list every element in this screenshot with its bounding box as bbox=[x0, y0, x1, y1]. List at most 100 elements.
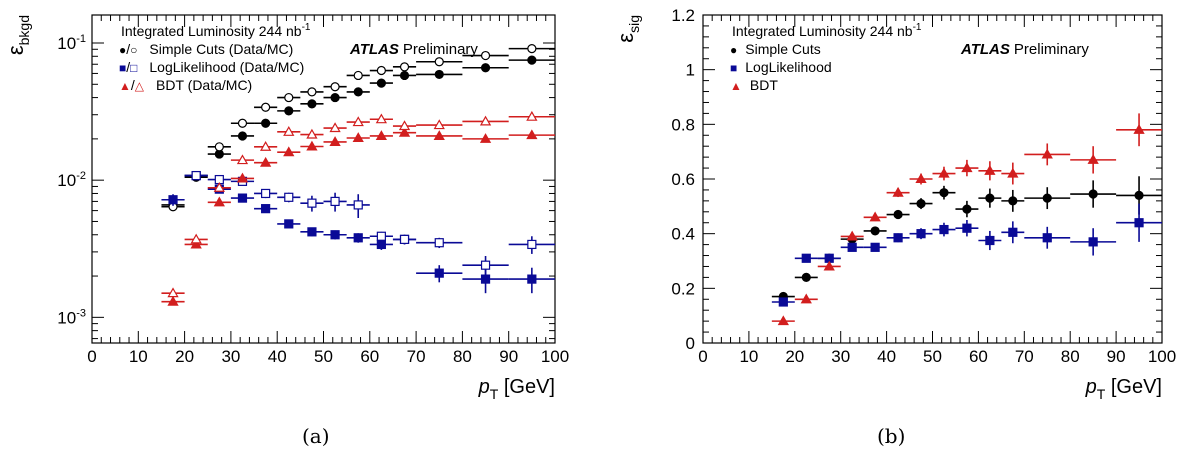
series-simple-cuts-data- bbox=[161, 55, 555, 210]
data-point bbox=[777, 315, 789, 326]
data-point bbox=[846, 230, 858, 241]
data-point bbox=[527, 274, 537, 284]
x-tick-label: 0 bbox=[698, 347, 707, 366]
data-point bbox=[259, 156, 272, 167]
x-tick-label: 0 bbox=[87, 347, 96, 366]
data-point bbox=[479, 115, 492, 126]
data-point bbox=[480, 274, 491, 284]
data-point bbox=[329, 136, 341, 146]
data-point bbox=[800, 293, 812, 304]
legend-label: LogLikelihood (Data/MC) bbox=[149, 59, 304, 75]
data-point bbox=[376, 239, 386, 250]
y-tick-exponent: -2 bbox=[76, 170, 86, 182]
data-point bbox=[433, 130, 445, 141]
x-tick-label: 10 bbox=[129, 347, 148, 366]
data-point bbox=[375, 113, 388, 124]
legend-entry: ●/○ Simple Cuts (Data/MC) bbox=[119, 41, 293, 57]
data-point bbox=[284, 219, 294, 229]
legend-marker: △ bbox=[135, 79, 145, 93]
data-point bbox=[480, 50, 491, 61]
legend-label: BDT (Data/MC) bbox=[156, 77, 252, 93]
series-loglikelihood-mc- bbox=[184, 170, 555, 277]
x-axis-unit: [GeV] bbox=[1105, 376, 1162, 398]
legend-marker: ■ bbox=[730, 61, 737, 75]
data-point bbox=[353, 233, 363, 243]
data-point bbox=[916, 199, 926, 209]
data-point bbox=[526, 110, 538, 121]
data-point bbox=[962, 223, 972, 233]
data-point bbox=[284, 106, 294, 116]
x-tick-label: 100 bbox=[541, 347, 569, 366]
data-point bbox=[527, 55, 537, 65]
y-tick-label: 0.4 bbox=[671, 225, 695, 244]
y-tick-base: 10 bbox=[57, 34, 76, 53]
data-point bbox=[893, 209, 903, 220]
x-tick-label: 60 bbox=[360, 347, 379, 366]
legend-marker: ▲ bbox=[730, 79, 742, 93]
data-point bbox=[213, 181, 225, 192]
data-point bbox=[527, 239, 537, 250]
data-point bbox=[434, 69, 444, 80]
data-point bbox=[399, 62, 410, 72]
x-tick-label: 20 bbox=[785, 347, 804, 366]
y-axis-label: εsig bbox=[613, 15, 642, 43]
data-point bbox=[962, 204, 972, 214]
data-point bbox=[961, 162, 973, 173]
data-point bbox=[434, 238, 444, 248]
x-axis-unit: [GeV] bbox=[498, 376, 555, 398]
data-point bbox=[353, 87, 363, 97]
x-axis-sub: T bbox=[1097, 386, 1106, 402]
data-point bbox=[167, 295, 179, 306]
legend-marker: ■ bbox=[119, 61, 126, 75]
x-axis-var: p bbox=[1085, 376, 1097, 398]
y-tick-base: 10 bbox=[57, 171, 76, 190]
y-tick-label: 10-3 bbox=[57, 307, 86, 327]
legend-label: Simple Cuts bbox=[745, 41, 820, 57]
data-point bbox=[307, 87, 317, 97]
series-loglikelihood bbox=[771, 203, 1162, 307]
data-point bbox=[284, 192, 294, 202]
x-axis-var: p bbox=[478, 376, 490, 398]
data-point bbox=[984, 164, 996, 175]
data-point bbox=[1134, 190, 1144, 200]
data-point bbox=[480, 260, 491, 270]
data-point bbox=[823, 260, 835, 271]
data-point bbox=[778, 297, 788, 307]
x-tick-label: 40 bbox=[877, 347, 896, 366]
y-axis-sub: bkgd bbox=[16, 15, 32, 45]
data-point bbox=[1042, 193, 1052, 203]
data-point bbox=[1008, 227, 1018, 237]
atlas-bold: ATLAS bbox=[960, 41, 1010, 58]
data-point bbox=[1088, 237, 1098, 247]
y-tick-label: 1 bbox=[686, 61, 695, 80]
atlas-label: ATLAS Preliminary bbox=[960, 41, 1089, 58]
data-point bbox=[352, 116, 364, 127]
data-point bbox=[1007, 167, 1019, 178]
data-point bbox=[939, 188, 949, 198]
data-point bbox=[307, 198, 317, 208]
data-point bbox=[985, 235, 995, 246]
y-tick-label: 1.2 bbox=[671, 6, 695, 25]
lumi-sup: -1 bbox=[302, 22, 311, 33]
legend-marker: ● bbox=[119, 43, 126, 57]
data-point bbox=[938, 167, 950, 178]
y-tick-exponent: -3 bbox=[76, 307, 86, 319]
y-tick-label: 10-1 bbox=[57, 33, 86, 53]
caption-b: (b) bbox=[877, 424, 906, 448]
x-axis-label: pT [GeV] bbox=[478, 376, 555, 402]
data-point bbox=[399, 70, 410, 81]
x-tick-label: 60 bbox=[969, 347, 988, 366]
data-point bbox=[213, 196, 225, 207]
data-point bbox=[261, 102, 271, 112]
x-tick-label: 70 bbox=[1015, 347, 1034, 366]
lumi-label: Integrated Luminosity 244 nb-1 bbox=[121, 22, 311, 39]
data-point bbox=[434, 268, 444, 278]
legend-marker: ○ bbox=[130, 43, 137, 57]
atlas-bold: ATLAS bbox=[349, 41, 399, 58]
data-point bbox=[939, 224, 949, 235]
data-point bbox=[479, 133, 492, 143]
legend-label: BDT bbox=[750, 77, 778, 93]
data-point bbox=[433, 119, 445, 130]
data-point bbox=[480, 63, 491, 73]
